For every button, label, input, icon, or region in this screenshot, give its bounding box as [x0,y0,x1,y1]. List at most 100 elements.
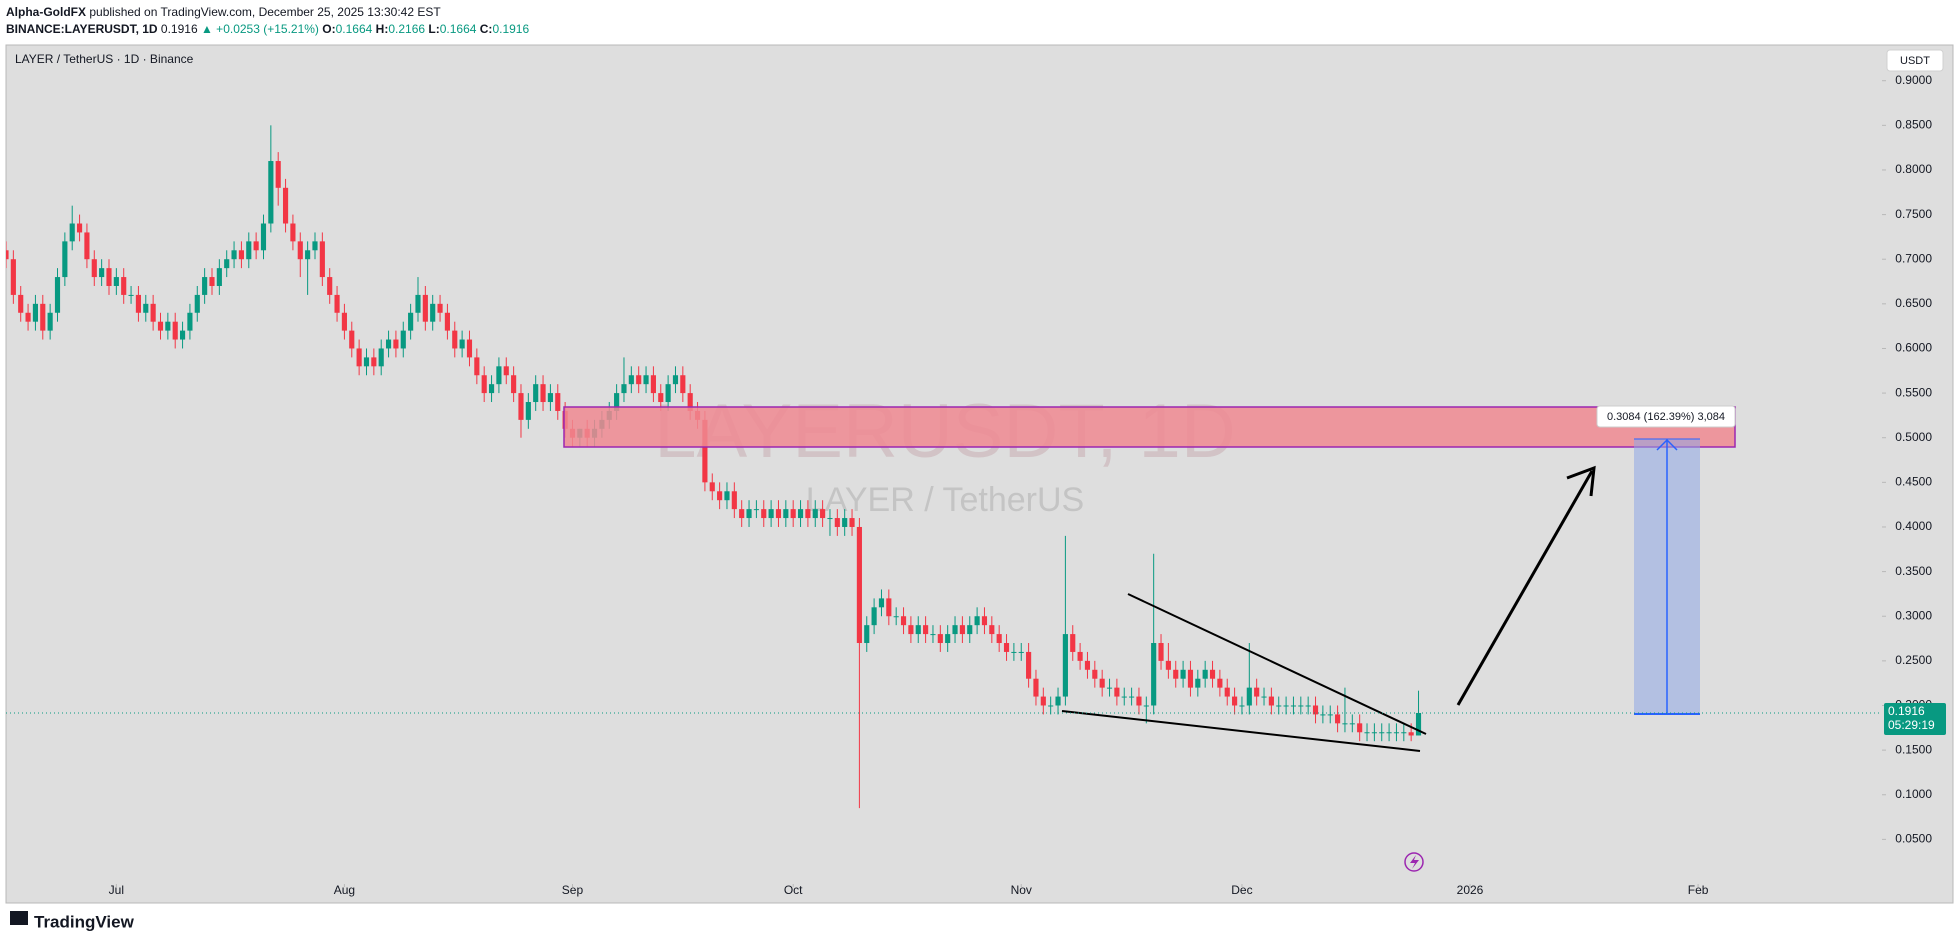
candle-body [135,294,141,313]
candle-body [150,303,156,322]
y-tick-label: 0.3000 [1895,608,1932,622]
candle-body [319,241,325,278]
y-tick-label: 0.5000 [1895,430,1932,444]
ohlc-label: C: [480,22,493,36]
annotation: 0.3084 (162.39%) 3,084 [1607,411,1725,423]
candle-body [820,509,826,519]
candle-body [1386,732,1392,734]
event-icon[interactable] [1404,852,1424,872]
candle-body [260,223,267,251]
candle-body [165,321,171,331]
candle-body [32,303,39,322]
wedge-lower [1061,710,1421,752]
candle-body [628,375,634,385]
candle-body [157,321,164,331]
candle-body [282,187,289,224]
candle-body [69,223,75,242]
candle-body [989,625,995,635]
ohlc-value: 0.1916 [492,22,529,36]
candle-body [305,250,311,260]
candle-body [253,241,259,251]
candle-body [952,625,958,635]
candle-body [621,384,627,394]
chart-legend: LAYER / TetherUS · 1D · Binance [15,52,194,66]
candle-body [1371,732,1377,734]
candle-body [908,625,914,635]
candle-body [444,312,450,331]
candle-body [540,384,546,403]
candle-body [753,509,759,511]
candle-body [466,339,473,358]
candle-body [246,241,252,260]
x-tick-label: 2026 [1457,883,1484,897]
candle-body [1320,714,1326,716]
candle-body [1195,678,1201,688]
candle-body [1106,687,1113,689]
candle-body [533,384,539,403]
candle-body [511,375,517,394]
ohlc-label: L: [428,22,439,36]
brand-logo [10,911,28,925]
candle-body [1136,696,1142,706]
candle-body [518,393,524,420]
candle-body [731,491,737,510]
candle-body [18,294,24,313]
candle-body [812,509,818,519]
candle-body [1408,732,1414,736]
candle-body [614,393,620,411]
candle-body [224,259,230,269]
price: 0.1916 [161,22,198,36]
candle-body [121,277,127,295]
currency-label: USDT [1900,55,1930,67]
countdown-label: 05:29:19 [1888,718,1935,732]
y-tick-label: 0.5500 [1895,385,1932,399]
candle-body [945,634,951,644]
event-icon-bolt [1410,855,1419,869]
candle-body [1158,643,1164,661]
candle-body [915,625,921,635]
candle-body [842,518,848,527]
candle-body [297,241,303,260]
candle-body [275,161,281,188]
candle-body [1342,723,1348,725]
candle-body [1202,669,1208,679]
candle-body [334,294,340,313]
candle-body [1092,669,1098,679]
candle-body [900,616,907,626]
candle-body [1217,678,1223,688]
y-tick-label: 0.3500 [1895,564,1932,578]
candle-body [231,250,237,260]
currency-button[interactable] [1886,49,1944,72]
published: published on TradingView.com, December 2… [89,5,441,19]
candle-body [179,330,186,340]
target-arrowhead [1656,438,1678,451]
candle-body [1357,723,1363,733]
y-tick-label: 0.4000 [1895,519,1932,533]
candle-body [1121,696,1127,698]
candle-body [349,330,355,349]
x-tick-label: Nov [1011,883,1032,897]
y-tick-label: 0.0500 [1895,832,1932,846]
candle-body [371,357,377,367]
candle-body [40,303,46,331]
candle-body [1187,669,1194,688]
ohlc-value: 0.1664 [336,22,373,36]
candle-body [422,294,428,322]
candle-body [62,241,68,278]
candle-body [363,357,370,367]
candle-body [10,259,16,295]
chart-background [5,44,1954,904]
candle-body [76,223,83,233]
candle-body [790,509,796,519]
candle-body [1327,714,1333,716]
resistance-zone [563,406,1736,448]
candle-body [1048,705,1054,707]
candle-body [768,509,774,519]
candle-body [356,348,362,367]
candle-body [724,491,730,501]
candle-body [1055,696,1061,706]
candle-body [959,625,965,635]
y-tick-label: 0.7500 [1895,207,1932,221]
candle-body [1312,705,1319,715]
wedge-upper [1127,593,1427,735]
